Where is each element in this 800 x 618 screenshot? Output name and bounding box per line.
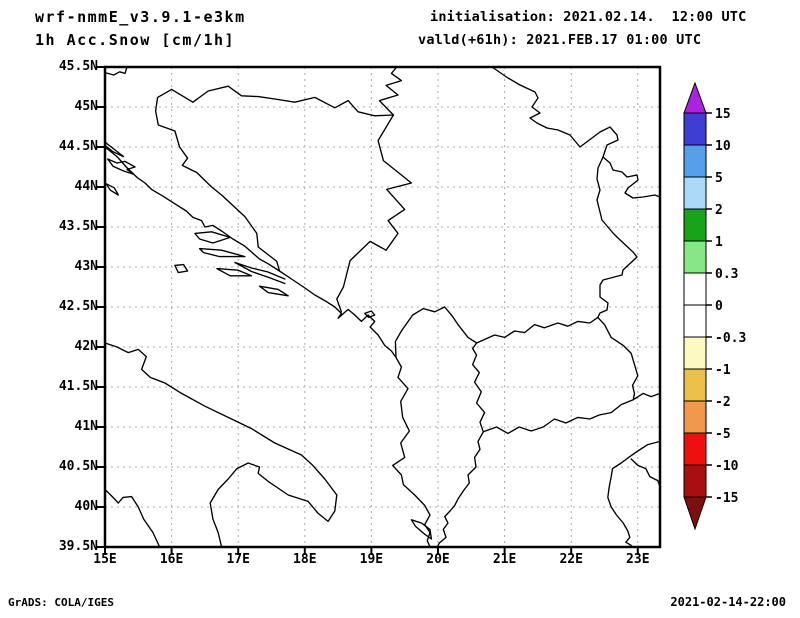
lat-tick-label: 42.5N [58, 299, 98, 314]
colorbar-segment [683, 336, 707, 370]
lon-tick-label: 18E [293, 552, 317, 567]
colorbar-level-label: -2 [715, 395, 731, 410]
colorbar-segment [683, 112, 707, 146]
lon-tick-label: 23E [626, 552, 650, 567]
lat-tick-label: 40N [74, 499, 98, 514]
colorbar-segment [683, 176, 707, 210]
lon-tick-label: 15E [93, 552, 117, 567]
colorbar-segment [683, 208, 707, 242]
initialisation-time: initialisation: 2021.02.14. 12:00 UTC [430, 9, 747, 25]
lon-tick-label: 17E [226, 552, 250, 567]
colorbar-level-label: 2 [715, 203, 723, 218]
lat-tick-label: 39.5N [58, 539, 98, 554]
colorbar-level-label: -0.3 [715, 331, 746, 346]
map-plot [97, 65, 662, 555]
lat-tick-label: 42N [74, 339, 98, 354]
lon-tick-label: 20E [426, 552, 450, 567]
variable-title: 1h Acc.Snow [cm/1h] [35, 31, 236, 49]
colorbar-level-label: 5 [715, 171, 723, 186]
colorbar-segment [683, 272, 707, 306]
colorbar: 15 10 5 2 1 0.3 0 -0.3 -1 -2 -5 -10 -15 [683, 81, 746, 531]
lon-tick-label: 22E [559, 552, 583, 567]
lat-tick-label: 45.5N [58, 59, 98, 74]
lat-tick-label: 45N [74, 99, 98, 114]
axis-ticks [97, 66, 639, 555]
colorbar-segment [683, 432, 707, 466]
lon-tick-label: 16E [159, 552, 184, 567]
lon-tick-label: 19E [359, 552, 384, 567]
colorbar-segment [683, 144, 707, 178]
lat-tick-label: 41N [74, 419, 98, 434]
lat-tick-label: 40.5N [58, 459, 98, 474]
colorbar-level-label: 0.3 [715, 267, 738, 282]
colorbar-level-label: -15 [715, 491, 738, 506]
lon-tick-label: 21E [492, 552, 517, 567]
plot-frame [103, 65, 662, 549]
colorbar-segment [683, 240, 707, 274]
colorbar-level-label: -1 [715, 363, 731, 378]
colorbar-segment [683, 368, 707, 402]
colorbar-segment [683, 464, 707, 498]
lat-tick-label: 43N [74, 259, 98, 274]
colorbar-level-label: 0 [715, 299, 723, 314]
valid-time: valld(+61h): 2021.FEB.17 01:00 UTC [418, 32, 702, 48]
lat-tick-label: 41.5N [58, 379, 98, 394]
model-title: wrf-nmmE_v3.9.1-e3km [35, 8, 246, 26]
lat-tick-label: 43.5N [58, 219, 98, 234]
lat-tick-label: 44.5N [58, 139, 98, 154]
colorbar-segment [683, 304, 707, 338]
colorbar-level-label: 15 [715, 107, 731, 122]
grid-lines [105, 67, 660, 547]
colorbar-level-label: -10 [715, 459, 739, 474]
lat-tick-label: 44N [74, 179, 98, 194]
colorbar-segment [683, 400, 707, 434]
colorbar-level-label: 1 [715, 235, 723, 250]
colorbar-level-label: 10 [715, 139, 731, 154]
plot-timestamp: 2021-02-14-22:00 [670, 595, 786, 609]
coastlines-and-borders [104, 66, 661, 548]
colorbar-level-label: -5 [715, 427, 731, 442]
grads-credit: GrADS: COLA/IGES [8, 596, 114, 609]
